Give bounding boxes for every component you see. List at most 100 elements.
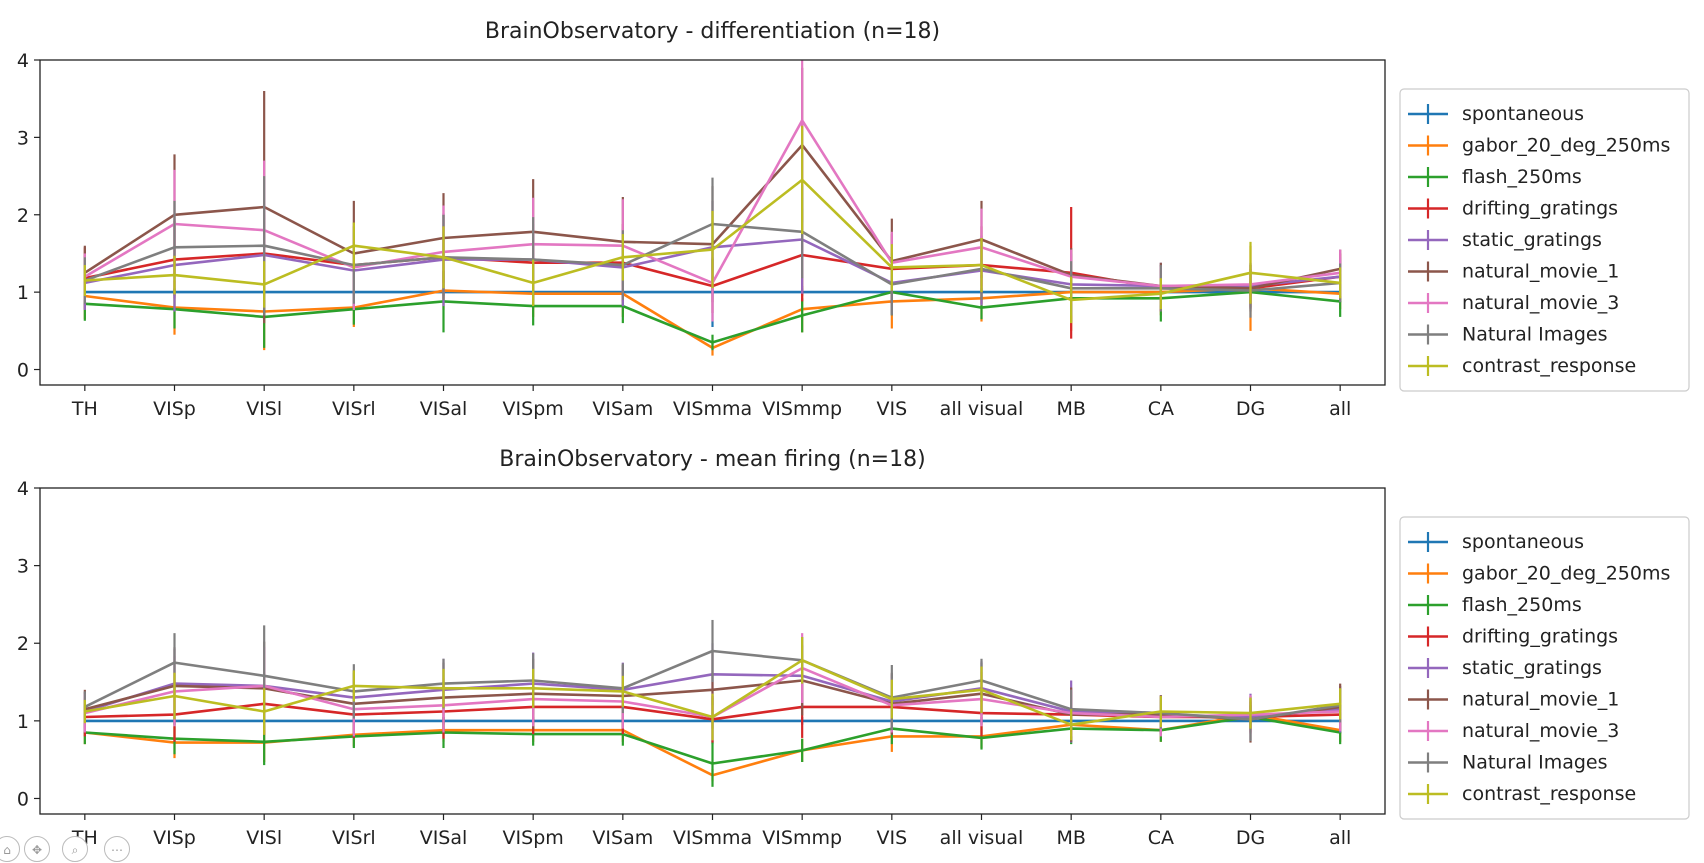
data-point [531, 686, 535, 690]
data-point [621, 690, 625, 693]
data-point [442, 256, 445, 259]
data-point [262, 710, 266, 713]
x-tick-label: all visual [940, 398, 1024, 420]
chart-title: BrainObservatory - mean firing (n=18) [499, 447, 925, 472]
data-point [531, 281, 535, 285]
axes-frame [39, 59, 1386, 386]
data-point [1249, 711, 1252, 715]
legend-label: contrast_response [1462, 783, 1636, 805]
data-point [711, 688, 714, 692]
y-tick-label: 3 [17, 556, 29, 578]
y-tick-label: 0 [17, 360, 29, 382]
y-tick-label: 4 [17, 478, 29, 500]
data-point [83, 710, 87, 713]
legend-label: drifting_gratings [1462, 198, 1618, 220]
legend-box [1399, 516, 1690, 820]
x-tick-label: all [1329, 827, 1351, 849]
data-point [800, 749, 804, 752]
x-tick-label: MB [1056, 398, 1085, 420]
x-tick-label: VISpm [503, 827, 564, 849]
data-point [1159, 292, 1163, 295]
data-point [980, 688, 983, 692]
data-point [262, 674, 266, 678]
x-tick-label: all visual [940, 827, 1024, 849]
y-tick-label: 1 [17, 282, 29, 304]
x-tick-label: VISam [592, 827, 653, 849]
data-point [711, 715, 714, 719]
pan-icon[interactable]: ✥ [24, 836, 50, 862]
x-tick-label: all [1329, 398, 1351, 420]
x-tick-label: CA [1148, 398, 1174, 420]
data-point [173, 273, 176, 277]
data-point [1338, 702, 1342, 706]
x-tick-label: VISp [153, 398, 196, 420]
zoom-icon[interactable]: ⌕ [62, 836, 88, 862]
x-tick-label: VISmmp [762, 398, 842, 420]
x-tick-label: DG [1236, 827, 1265, 849]
data-point [262, 283, 266, 286]
more-icon[interactable]: ⋯ [104, 836, 130, 862]
y-tick-label: 4 [17, 50, 29, 72]
data-point [800, 119, 804, 122]
legend-label: natural_movie_1 [1462, 261, 1619, 283]
legend-label: Natural Images [1462, 752, 1608, 774]
data-point [173, 694, 176, 698]
legend-label: gabor_20_deg_250ms [1462, 135, 1670, 157]
data-point [1159, 710, 1163, 713]
legend-box [1399, 88, 1690, 392]
y-tick-label: 0 [17, 788, 29, 810]
y-tick-label: 3 [17, 127, 29, 149]
data-point [352, 684, 356, 688]
legend-label: Natural Images [1462, 324, 1608, 346]
x-tick-label: VISl [246, 827, 282, 849]
legend-label: natural_movie_3 [1462, 292, 1619, 314]
x-tick-label: VISrl [332, 827, 376, 849]
legend-label: flash_250ms [1462, 166, 1582, 188]
x-tick-label: VISam [592, 398, 653, 420]
data-point [1069, 723, 1073, 727]
legend-label: flash_250ms [1462, 594, 1582, 616]
legend-label: gabor_20_deg_250ms [1462, 563, 1670, 585]
x-tick-label: TH [71, 398, 98, 420]
x-tick-label: VISl [246, 398, 282, 420]
legend: spontaneous gabor_20_deg_250ms flash_250ms… [1399, 516, 1690, 820]
data-point [173, 661, 176, 664]
data-point [621, 256, 625, 259]
data-point [1069, 298, 1073, 302]
series-contrast_response [83, 125, 1342, 324]
chart-panel-2: BrainObservatory - mean firing (n=18) 0 1 2… [17, 447, 1690, 849]
data-point [711, 341, 714, 344]
data-point [711, 762, 714, 765]
data-point [711, 649, 714, 653]
x-tick-label: CA [1148, 827, 1174, 849]
legend-label: natural_movie_1 [1462, 689, 1619, 711]
legend-label: static_gratings [1462, 229, 1602, 251]
chart-title: BrainObservatory - differentiation (n=18… [485, 19, 940, 44]
data-point [1338, 281, 1342, 285]
data-point [83, 279, 87, 282]
y-tick-label: 1 [17, 711, 29, 733]
legend: spontaneous gabor_20_deg_250ms flash_250ms… [1399, 88, 1690, 392]
x-tick-label: VISpm [503, 398, 564, 420]
legend-label: spontaneous [1462, 103, 1584, 125]
y-tick-label: 2 [17, 633, 29, 655]
x-tick-label: MB [1056, 827, 1085, 849]
data-point [890, 266, 894, 269]
data-point [800, 178, 804, 182]
data-point [890, 697, 894, 701]
data-point [262, 244, 266, 248]
legend-label: static_gratings [1462, 657, 1602, 679]
legend-label: spontaneous [1462, 531, 1584, 553]
data-point [800, 314, 804, 317]
axes-frame [39, 487, 1386, 815]
legend-label: natural_movie_3 [1462, 720, 1619, 742]
x-tick-label: VISrl [332, 398, 376, 420]
x-tick-label: VIS [876, 398, 907, 420]
data-point [980, 736, 983, 740]
chart-panel-1: BrainObservatory - differentiation (n=18… [17, 19, 1690, 420]
x-tick-label: VISal [420, 827, 468, 849]
y-tick-label: 2 [17, 205, 29, 227]
series-contrast_response [83, 637, 1342, 741]
data-point [800, 659, 804, 662]
